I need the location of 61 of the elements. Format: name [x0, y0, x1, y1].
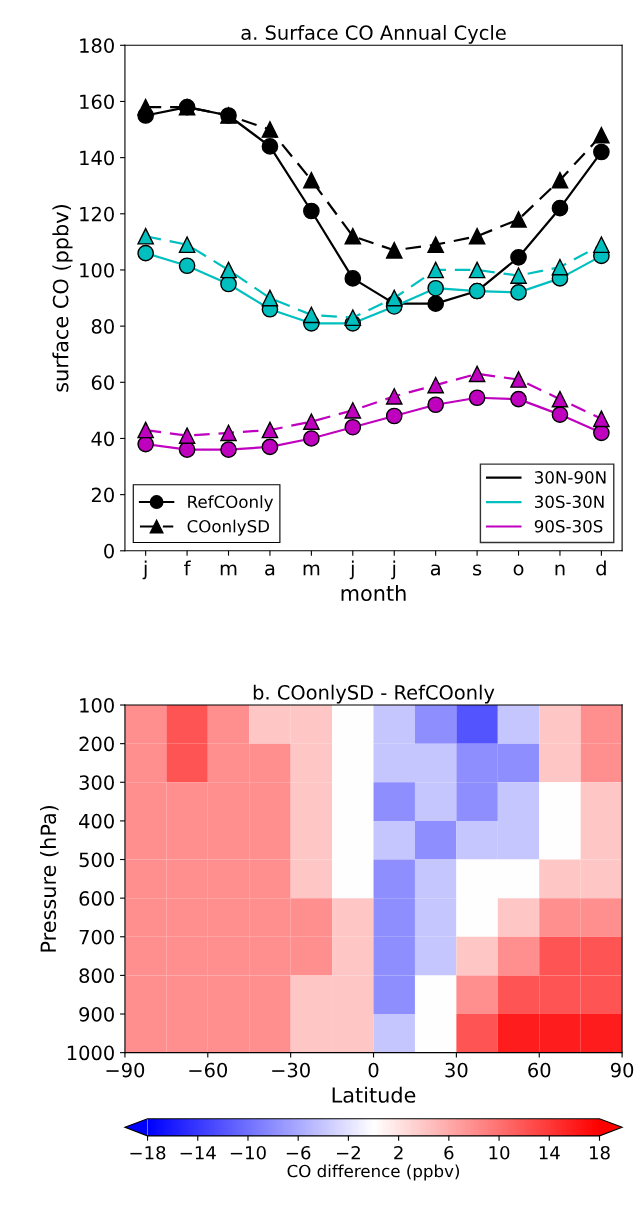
x-tick-label: d [596, 560, 606, 576]
color-bar-label: 14 [539, 1146, 560, 1160]
color-bar-label: 18 [590, 1145, 610, 1160]
color-bar-title: CO difference (ppbv) [287, 1164, 460, 1181]
x-tick-label: j [142, 560, 147, 580]
x-tick-label: 90 [610, 1062, 634, 1078]
x-tick-label: j [349, 560, 354, 580]
x-axis-title: Latitude [332, 1086, 416, 1103]
chart-title: b. COonlySD - RefCOonly [253, 684, 495, 704]
y-tick-label: 100 [80, 697, 114, 713]
annotation: COonlySD [187, 519, 270, 536]
chart-title: a. Surface CO Annual Cycle [241, 24, 506, 44]
y-tick-label: 100 [80, 262, 114, 278]
x-tick-label: 60 [528, 1062, 551, 1078]
y-tick-label: 0 [104, 543, 114, 559]
y-tick-label: 160 [80, 94, 114, 110]
x-tick-label: m [220, 564, 237, 576]
y-tick-label: 600 [79, 891, 114, 906]
y-tick-label: 140 [80, 150, 114, 166]
x-tick-label: 30 [445, 1062, 468, 1078]
y-tick-label: 800 [79, 968, 114, 984]
y-axis-title: surface CO (ppbv) [52, 205, 73, 392]
x-tick-label: s [473, 564, 482, 576]
color-bar-label: −2 [337, 1145, 360, 1160]
color-bar-label: 6 [444, 1145, 454, 1160]
color-bar-label: −6 [286, 1145, 311, 1160]
x-tick-label: f [184, 560, 191, 576]
x-tick-label: j [391, 560, 396, 580]
legend-label: 30N-90N [535, 471, 606, 484]
color-bar-label: 2 [394, 1145, 403, 1160]
y-tick-label: 400 [79, 813, 114, 829]
color-bar-label: −18 [130, 1145, 166, 1160]
y-tick-label: 80 [91, 319, 114, 334]
x-tick-label: m [303, 564, 320, 576]
y-tick-label: 20 [91, 487, 114, 503]
x-tick-label: 0 [368, 1062, 379, 1078]
color-bar-label: −10 [230, 1145, 266, 1160]
x-tick-label: o [513, 564, 524, 576]
legend-label: 90S-30S [534, 519, 603, 533]
y-tick-label: 900 [79, 1006, 114, 1022]
y-tick-label: 40 [91, 431, 114, 447]
x-tick-label: −30 [272, 1062, 310, 1078]
y-tick-label: 180 [80, 38, 114, 53]
y-tick-label: 700 [79, 929, 114, 945]
y-tick-label: 1000 [67, 1045, 114, 1061]
x-tick-label: −60 [189, 1062, 228, 1078]
color-bar-label: 10 [489, 1145, 510, 1160]
legend-label: 30S-30N [535, 495, 604, 509]
y-tick-label: 500 [79, 852, 114, 868]
y-axis-title: Pressure (hPa) [40, 805, 59, 952]
annotation: RefCOonly [188, 495, 274, 512]
y-tick-label: 120 [80, 206, 114, 222]
x-tick-label: a [265, 564, 275, 576]
color-bar-label: −14 [180, 1146, 216, 1160]
x-tick-label: −90 [106, 1062, 145, 1078]
x-tick-label: a [430, 564, 440, 576]
y-tick-label: 300 [79, 775, 114, 790]
x-axis-title: month [341, 584, 406, 602]
y-tick-label: 200 [79, 736, 114, 752]
y-tick-label: 60 [91, 375, 114, 390]
x-tick-label: n [555, 564, 565, 576]
